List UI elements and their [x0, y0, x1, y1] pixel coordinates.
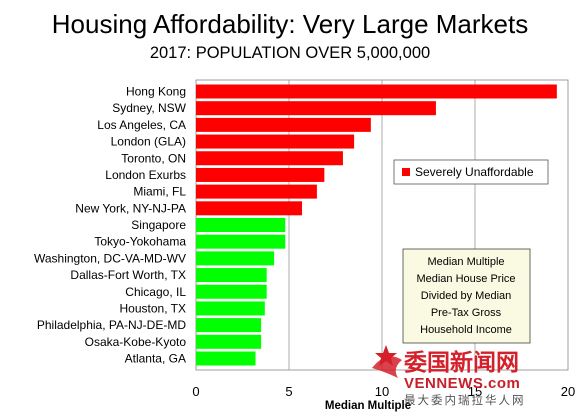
category-labels: Hong Kong Sydney, NSW Los Angeles, CA Londo…: [34, 85, 187, 366]
bar: [196, 318, 262, 333]
note-line: Divided by Median: [421, 290, 512, 302]
bars: [196, 84, 557, 366]
watermark-logo: 委国新闻网 VENNEWS.com 最大委内瑞拉华人网: [372, 345, 526, 407]
note-line: Median House Price: [416, 273, 515, 285]
category-label: London (GLA): [111, 135, 186, 149]
bar: [196, 184, 317, 199]
x-tick-label: 10: [375, 384, 389, 399]
category-label: New York, NY-NJ-PA: [75, 201, 186, 215]
category-label: Singapore: [131, 218, 186, 232]
chart-subtitle: 2017: POPULATION OVER 5,000,000: [150, 44, 430, 62]
category-label: Miami, FL: [133, 185, 186, 199]
x-tick-labels: 0 5 10 15 20: [192, 384, 575, 399]
category-label: Osaka-Kobe-Kyoto: [85, 335, 187, 349]
bar: [196, 84, 557, 99]
note-box-frame: [402, 248, 531, 344]
legend-swatch-severely-unaffordable: [402, 168, 410, 176]
bar: [196, 284, 267, 299]
category-label: Houston, TX: [120, 301, 186, 315]
legend-box: [393, 159, 549, 185]
legend: Severely Unaffordable: [393, 159, 549, 185]
watermark-tagline: 最大委内瑞拉华人网: [404, 393, 526, 407]
bar: [196, 234, 286, 249]
legend-label-severely-unaffordable: Severely Unaffordable: [415, 165, 534, 179]
note-line: Pre-Tax Gross: [431, 307, 502, 319]
bar: [196, 151, 343, 166]
chart-title: Housing Affordability: Very Large Market…: [52, 9, 528, 39]
x-axis-label: Median Multiple: [325, 400, 411, 412]
bar: [196, 218, 286, 232]
bar: [196, 268, 267, 283]
category-label: Dallas-Fort Worth, TX: [70, 268, 186, 282]
category-label: Sydney, NSW: [112, 101, 186, 115]
bar: [196, 251, 275, 266]
category-label: Atlanta, GA: [125, 352, 186, 366]
bar: [196, 134, 355, 149]
note-line: Household Income: [420, 324, 512, 336]
category-label: Hong Kong: [126, 85, 186, 99]
category-label: Philadelphia, PA-NJ-DE-MD: [37, 318, 186, 332]
category-label: Chicago, IL: [125, 285, 186, 299]
category-label: Tokyo-Yokohama: [94, 235, 186, 249]
bar: [196, 351, 256, 366]
category-label: Washington, DC-VA-MD-WV: [34, 251, 186, 265]
bar: [196, 301, 265, 316]
x-tick-label: 15: [468, 384, 482, 399]
bar: [196, 101, 436, 116]
bar: [196, 117, 371, 132]
category-label: Los Angeles, CA: [97, 118, 186, 132]
bar: [196, 334, 262, 349]
note-box: Median Multiple Median House Price Divid…: [402, 248, 531, 344]
x-tick-label: 20: [561, 384, 575, 399]
bar: [196, 167, 325, 182]
note-line: Median Multiple: [427, 256, 504, 268]
category-label: Toronto, ON: [121, 151, 186, 165]
x-tick-label: 5: [285, 384, 292, 399]
category-label: London Exurbs: [105, 168, 186, 182]
watermark-wing-icon: [372, 356, 402, 378]
watermark-site-text: VENNEWS.com: [404, 375, 520, 392]
watermark-logo-text: 委国新闻网: [403, 349, 519, 375]
x-tick-label: 0: [192, 384, 199, 399]
bar: [196, 201, 303, 216]
